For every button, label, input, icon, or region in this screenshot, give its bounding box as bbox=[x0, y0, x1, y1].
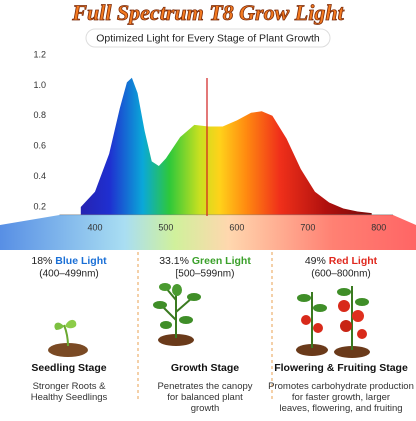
subtitle-box bbox=[85, 28, 331, 48]
percent: 49% bbox=[305, 255, 326, 267]
spectrum-area bbox=[80, 77, 372, 215]
light-name: Blue Light bbox=[55, 255, 107, 267]
description-line: leaves, flowering, and fruiting bbox=[279, 403, 402, 414]
description-line: Healthy Seedlings bbox=[31, 392, 108, 403]
light-name: Red Light bbox=[329, 255, 378, 267]
description-line: Penetrates the canopy bbox=[157, 381, 252, 392]
description-line: Stronger Roots & bbox=[33, 381, 107, 392]
fruiting-icon bbox=[296, 286, 370, 358]
y-tick-label: 0.2 bbox=[33, 201, 46, 211]
y-tick-label: 0.4 bbox=[33, 171, 46, 181]
subtitle: Optimized Light for Every Stage of Plant… bbox=[96, 32, 320, 44]
light-heading: 49% Red Light bbox=[305, 255, 378, 267]
range: (400–499nm) bbox=[39, 269, 98, 280]
x-tick-label: 400 bbox=[87, 222, 102, 232]
y-tick-label: 0.6 bbox=[33, 141, 46, 151]
range: [500–599nm) bbox=[176, 269, 235, 280]
percent: 18% bbox=[31, 255, 52, 267]
growth-icon bbox=[153, 283, 201, 346]
spectrum-band bbox=[0, 215, 416, 250]
description-line: for balanced plant bbox=[167, 392, 243, 403]
light-name: Green Light bbox=[192, 255, 251, 267]
light-heading: 18% Blue Light bbox=[31, 255, 107, 267]
y-tick-label: 0.8 bbox=[33, 110, 46, 120]
y-tick-label: 1.2 bbox=[33, 49, 46, 59]
x-tick-label: 800 bbox=[371, 222, 386, 232]
title: Full Spectrum T8 Grow Light bbox=[71, 0, 344, 25]
stage: Flowering & Fruiting Stage bbox=[274, 362, 408, 374]
stage: Growth Stage bbox=[171, 362, 239, 374]
range: (600–800nm) bbox=[311, 269, 370, 280]
percent: 33.1% bbox=[159, 255, 189, 267]
y-tick-label: 1.0 bbox=[33, 80, 46, 90]
x-tick-label: 600 bbox=[229, 222, 244, 232]
description: Penetrates the canopy for balanced plant g… bbox=[157, 381, 252, 414]
x-tick-label: 700 bbox=[300, 222, 315, 232]
stage: Seedling Stage bbox=[31, 362, 106, 374]
description: Stronger Roots & Healthy Seedlings bbox=[31, 381, 108, 403]
description: Promotes carbohydrate production for fast… bbox=[268, 381, 414, 414]
seedling-icon bbox=[48, 319, 88, 357]
description-line: growth bbox=[191, 403, 220, 414]
description-line: Promotes carbohydrate production bbox=[268, 381, 414, 392]
x-tick-label: 500 bbox=[158, 222, 173, 232]
light-heading: 33.1% Green Light bbox=[159, 255, 251, 267]
description-line: for faster growth, larger bbox=[292, 392, 390, 403]
